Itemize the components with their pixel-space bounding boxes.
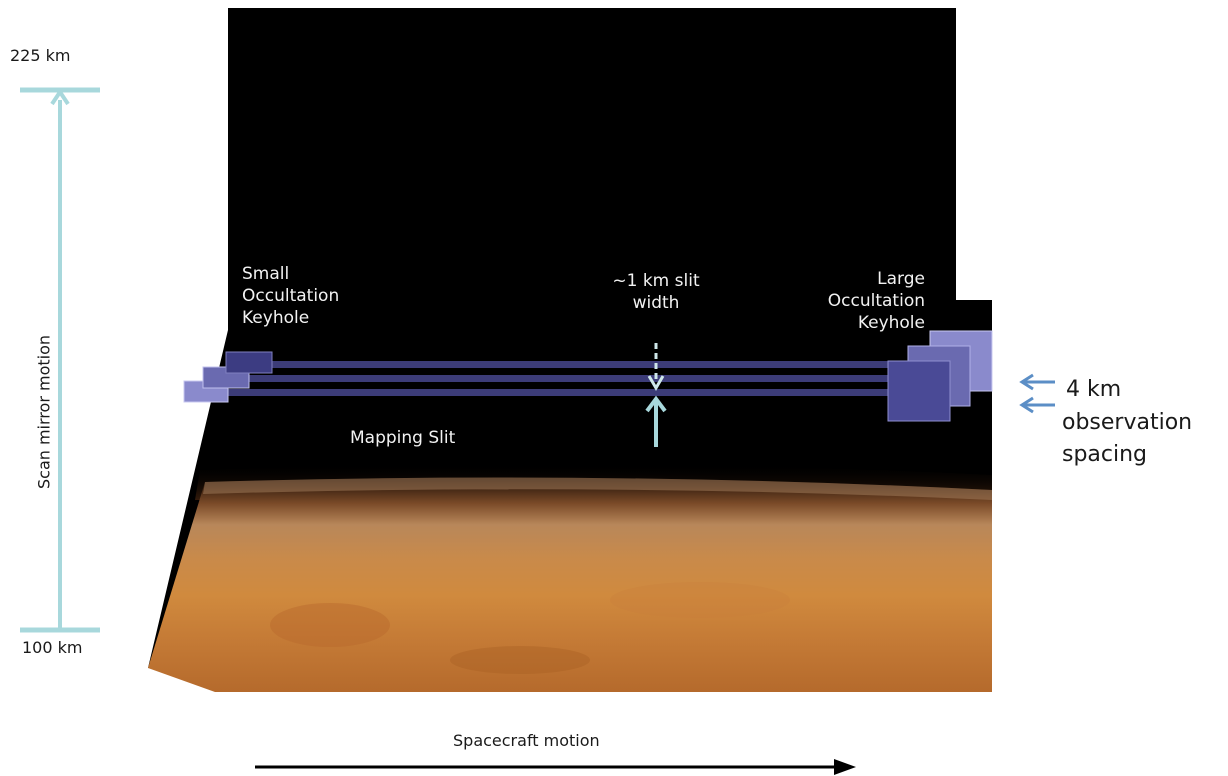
mars-horizon-glow xyxy=(203,477,992,500)
mars-crater xyxy=(610,582,790,618)
large-keyhole-shapes xyxy=(887,330,993,422)
mapping-slit-label: Mapping Slit xyxy=(350,428,456,448)
observation-spacing-arrows xyxy=(1019,373,1055,414)
small-keyhole-shapes xyxy=(183,351,273,403)
altitude-bottom-label: 100 km xyxy=(22,638,83,657)
altitude-scale-bar xyxy=(20,87,100,633)
scan-mirror-motion-label: Scan mirror motion xyxy=(34,334,54,490)
slit-width-label: ~1 km slit width xyxy=(612,271,700,314)
spacecraft-motion-label: Spacecraft motion xyxy=(453,731,600,750)
small-keyhole-label: Small Occultation Keyhole xyxy=(242,264,340,329)
large-keyhole-label: Large Occultation Keyhole xyxy=(827,269,925,334)
altitude-top-label: 225 km xyxy=(10,46,71,65)
mapping-slit-lines xyxy=(228,361,908,396)
slit-width-arrows xyxy=(645,343,667,447)
mars-crater xyxy=(450,646,590,674)
mars-surface xyxy=(148,477,992,692)
observation-spacing-value: 4 km xyxy=(1066,377,1122,402)
mars-crater xyxy=(270,603,390,647)
spacecraft-motion-arrow xyxy=(255,759,856,775)
observation-spacing-label: observation spacing xyxy=(1062,410,1193,467)
